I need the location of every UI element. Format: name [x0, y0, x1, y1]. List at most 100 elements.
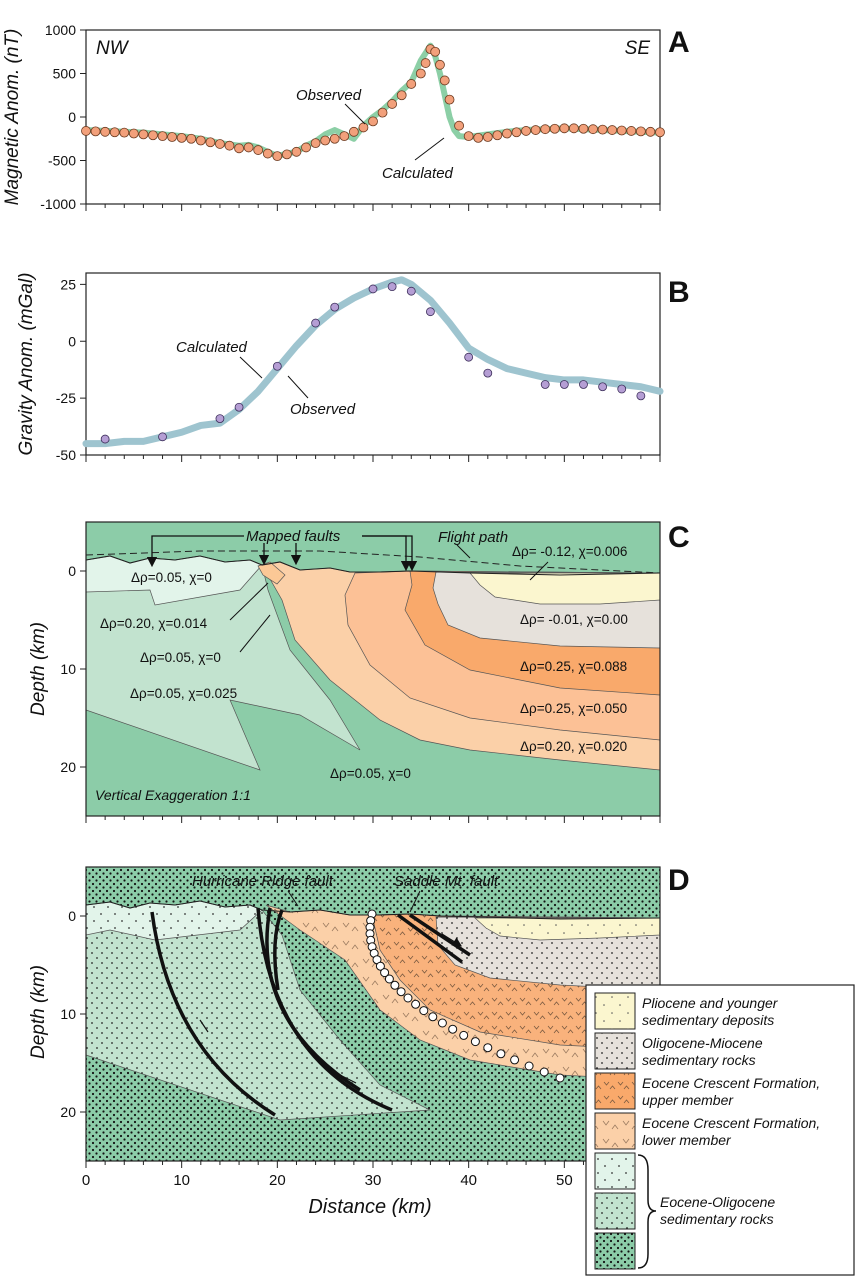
legend-swatch-upper-crescent-pattern: [595, 1073, 635, 1109]
a-observed-point: [655, 127, 665, 138]
a-y-tick-label-500: 500: [53, 66, 77, 82]
a-observed-point: [253, 145, 264, 155]
d-contact-dot: [411, 999, 421, 1009]
a-observed-point: [215, 139, 225, 149]
a-observed-point: [540, 124, 551, 135]
d-contact-dot: [483, 1043, 493, 1053]
a-observed-point: [377, 107, 388, 118]
a-observed-point: [272, 151, 283, 162]
a-observed-point: [109, 127, 120, 138]
c-ylabel: Depth (km): [28, 622, 49, 716]
panel-b-frame: [85, 272, 661, 456]
d-unit-light-green-pattern: [86, 901, 262, 940]
a-observed-point: [463, 131, 474, 142]
d-topography: [85, 900, 661, 920]
c-fault-arrow-5: [362, 535, 418, 572]
nw-label: NW: [96, 38, 130, 59]
c-unit-label-4: Δρ=0.05, χ=0.025: [130, 686, 237, 701]
a-calculated-leader: [414, 137, 445, 161]
d-contact-dot: [396, 987, 406, 997]
legend-label-oligo-miocene-1: Oligocene-Miocene: [642, 1035, 763, 1051]
legend-item-oligo-miocene: Oligocene-Miocene sedimentary rocks: [594, 1032, 763, 1070]
a-observed-point: [626, 126, 637, 136]
b-calculated-leader: [239, 356, 263, 379]
d-contact-dot: [448, 1024, 458, 1034]
a-observed-point: [521, 126, 531, 136]
d-hurricane-ridge-label: Hurricane Ridge fault: [192, 873, 334, 890]
c-y-tick-label-10: 10: [60, 661, 76, 677]
a-y-tick-label--500: -500: [48, 153, 76, 169]
a-observed-point: [281, 149, 292, 160]
a-observed-point: [358, 122, 369, 133]
c-unit-label-7: Δρ= -0.01, χ=0.00: [520, 612, 628, 627]
d-fault-hurricane-ridge-3: [273, 909, 284, 991]
a-observed-point: [301, 142, 311, 153]
a-observed-point: [454, 120, 465, 131]
a-observed-point: [396, 90, 407, 101]
legend-swatch-oligo-miocene-pattern: [595, 1033, 635, 1069]
b-observed-point: [158, 432, 167, 442]
d-contact-dot: [539, 1067, 549, 1077]
d-y-tick-label-20: 20: [60, 1104, 76, 1120]
b-observed-point: [215, 414, 225, 424]
b-observed-point: [559, 380, 569, 389]
d-contact-dot: [380, 968, 390, 978]
a-observed-point: [530, 125, 541, 135]
c-unit-leader-6: [529, 561, 549, 581]
legend-label-upper-crescent-2: upper member: [642, 1092, 734, 1108]
a-observed-point: [348, 126, 359, 137]
d-fault-hurricane-ridge-2: [265, 907, 361, 1092]
b-y-tick-label--25: -25: [56, 390, 76, 406]
d-x-tick-label-30: 30: [365, 1172, 382, 1189]
b-observed-point: [330, 302, 340, 312]
c-unit-leader-2: [229, 582, 269, 621]
d-contact-dot: [419, 1006, 429, 1016]
legend-swatch-green-dense-pattern: [595, 1233, 635, 1269]
legend-item-pliocene: Pliocene and younger sedimentary deposit…: [594, 992, 779, 1030]
a-observed-point: [635, 126, 646, 137]
c-unit-label-9: Δρ=0.25, χ=0.050: [520, 701, 627, 716]
d-contact-dot: [428, 1012, 438, 1022]
legend-label-upper-crescent-1: Eocene Crescent Formation,: [642, 1075, 820, 1091]
d-x-tick-label-40: 40: [460, 1172, 477, 1189]
a-calculated-label: Calculated: [382, 165, 454, 182]
a-observed-point: [549, 123, 560, 134]
panel-d-letter: D: [668, 864, 690, 897]
a-y-tick-label-0: 0: [68, 109, 76, 125]
panel-c-density-model: 0 10 20 C Mapped faults Flight path Δρ=0.0…: [28, 521, 690, 823]
c-unit-label-8: Δρ=0.25, χ=0.088: [520, 659, 627, 674]
d-contact-dot: [510, 1055, 520, 1065]
panel-b-gravity-chart: -50 -25 0 25 B Calculated Observed Gravity …: [16, 272, 690, 463]
legend-swatch-green-light-pattern: [595, 1153, 635, 1189]
b-observed-point: [617, 384, 627, 394]
a-observed-point: [368, 116, 378, 127]
c-unit-label-6: Δρ= -0.12, χ=0.006: [512, 544, 627, 559]
b-observed-point: [406, 286, 416, 296]
a-observed-point: [186, 133, 197, 144]
a-observed-point: [597, 124, 608, 135]
d-fault-saddle-mt-2: [409, 913, 471, 957]
a-observed-point: [148, 130, 158, 141]
c-flight-path-leader: [456, 544, 471, 559]
d-y-tick-label-10: 10: [60, 1006, 76, 1022]
d-contact-dot: [437, 1018, 447, 1028]
c-flight-path-label: Flight path: [438, 529, 508, 546]
a-observed-point: [607, 125, 618, 135]
legend-label-lower-crescent-2: lower member: [642, 1132, 732, 1148]
a-observed-point: [195, 135, 206, 146]
b-observed-point: [579, 380, 588, 389]
a-observed-point: [435, 59, 445, 70]
c-unit-label-1: Δρ=0.05, χ=0: [131, 570, 212, 585]
a-observed-point: [415, 68, 426, 79]
b-calculated-line: [82, 276, 664, 448]
c-unit-label-2: Δρ=0.20, χ=0.014: [100, 616, 208, 631]
a-observed-point: [430, 46, 441, 57]
legend-label-oligo-miocene-2: sedimentary rocks: [642, 1052, 756, 1068]
a-observed-point: [444, 94, 455, 105]
b-observed-point: [234, 402, 244, 412]
a-observed-point: [291, 146, 302, 157]
legend-swatch-lower-crescent-pattern: [595, 1113, 635, 1149]
a-observed-point: [578, 123, 589, 134]
legend-label-pliocene-1: Pliocene and younger: [642, 995, 779, 1011]
a-observed-point: [616, 125, 627, 136]
